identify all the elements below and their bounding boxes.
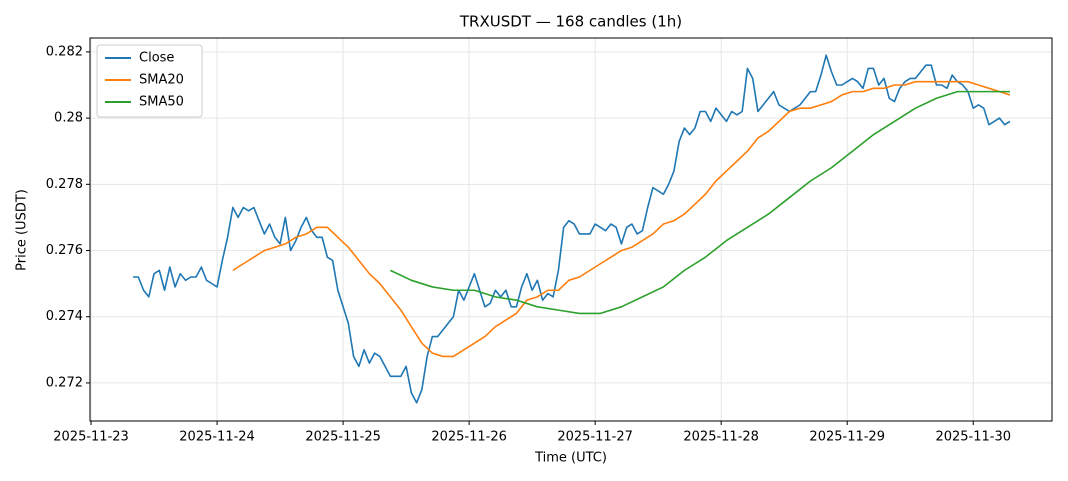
line-series [133,54,1011,404]
y-tick-label: 0.272 [46,375,83,390]
legend: Close SMA20 SMA50 [96,44,203,118]
legend-label: SMA20 [139,73,184,88]
legend-label: SMA50 [139,95,184,110]
x-axis-label: Time (UTC) [534,451,607,466]
y-tick-label: 0.282 [46,44,83,59]
line-series [232,80,1011,358]
x-tick-label: 2025-11-24 [179,430,255,445]
x-tick-label: 2025-11-23 [53,430,129,445]
y-tick-label: 0.28 [54,111,83,126]
y-tick-label: 0.274 [46,309,83,324]
plot-frame [89,37,1053,422]
chart-title: TRXUSDT — 168 candles (1h) [459,13,682,31]
y-tick-label: 0.276 [46,243,83,258]
y-tick-label: 0.278 [46,177,83,192]
line-series [390,90,1010,315]
legend-label: Close [139,51,174,66]
x-tick-label: 2025-11-29 [809,430,885,445]
x-tick-label: 2025-11-30 [935,430,1011,445]
legend-box [96,44,203,118]
x-tick-label: 2025-11-27 [557,430,633,445]
x-tick-label: 2025-11-25 [305,430,381,445]
x-tick-label: 2025-11-28 [683,430,759,445]
y-axis-label: Price (USDT) [15,189,30,271]
x-tick-label: 2025-11-26 [431,430,507,445]
